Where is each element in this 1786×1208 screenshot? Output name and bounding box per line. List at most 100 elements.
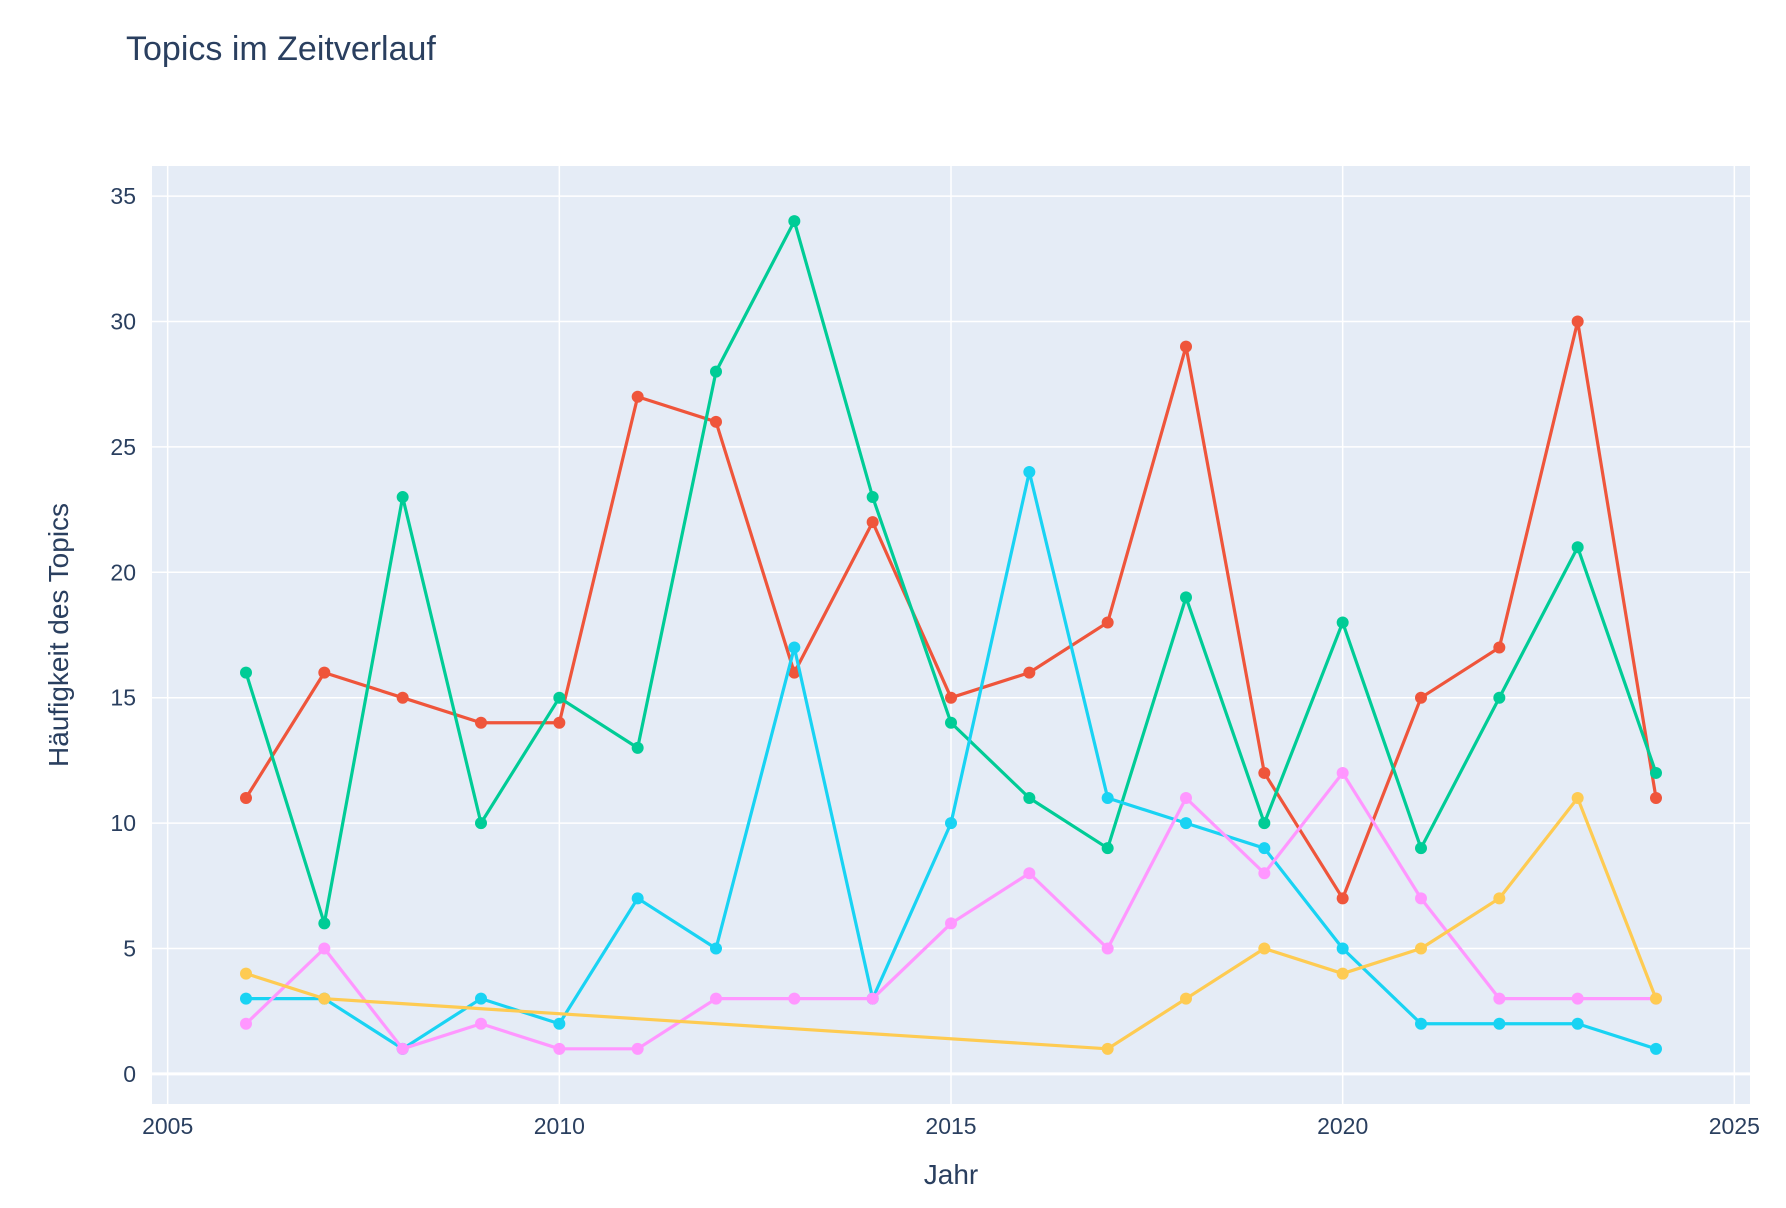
data-point[interactable] — [788, 641, 801, 654]
data-point[interactable] — [1101, 842, 1114, 855]
data-point[interactable] — [1180, 792, 1192, 805]
data-point[interactable] — [1180, 817, 1192, 830]
data-point[interactable] — [553, 1017, 566, 1030]
y-tick-label: 0 — [123, 1061, 136, 1087]
data-point[interactable] — [1650, 992, 1662, 1005]
data-point[interactable] — [1258, 817, 1271, 830]
data-point[interactable] — [1571, 315, 1584, 328]
data-point[interactable] — [945, 917, 957, 930]
data-point[interactable] — [788, 992, 801, 1005]
chart-title: Topics im Zeitverlauf — [126, 30, 436, 68]
y-tick-label: 5 — [123, 936, 136, 962]
data-point[interactable] — [945, 716, 957, 729]
data-point[interactable] — [1571, 541, 1584, 554]
data-point[interactable] — [710, 415, 722, 428]
series-line — [245, 796, 1658, 1051]
data-point[interactable] — [553, 691, 566, 704]
data-point[interactable] — [788, 666, 801, 679]
data-point[interactable] — [318, 942, 331, 955]
y-tick-label: 35 — [110, 183, 136, 209]
data-point[interactable] — [318, 917, 331, 930]
data-point[interactable] — [945, 817, 957, 830]
data-point[interactable] — [1493, 992, 1506, 1005]
data-point[interactable] — [1180, 591, 1192, 604]
data-point[interactable] — [396, 491, 409, 504]
data-point[interactable] — [475, 1017, 487, 1030]
data-point[interactable] — [866, 992, 879, 1005]
data-point[interactable] — [710, 992, 722, 1005]
series-2 — [240, 215, 1662, 930]
data-point[interactable] — [1650, 792, 1662, 805]
data-point[interactable] — [1258, 867, 1271, 880]
data-point[interactable] — [1415, 1017, 1427, 1030]
data-point[interactable] — [710, 365, 722, 378]
data-point[interactable] — [1571, 1017, 1584, 1030]
data-point[interactable] — [1023, 867, 1036, 880]
data-point[interactable] — [788, 215, 801, 228]
data-point[interactable] — [318, 992, 331, 1005]
data-point[interactable] — [1415, 942, 1427, 955]
data-point[interactable] — [1180, 992, 1192, 1005]
series-5 — [240, 792, 1662, 1055]
data-point[interactable] — [1493, 892, 1506, 905]
data-point[interactable] — [1258, 842, 1271, 855]
data-point[interactable] — [240, 666, 252, 679]
data-point[interactable] — [1571, 992, 1584, 1005]
data-point[interactable] — [318, 666, 331, 679]
data-point[interactable] — [631, 390, 644, 403]
data-point[interactable] — [1023, 666, 1036, 679]
data-point[interactable] — [1258, 766, 1271, 779]
grid-lines — [152, 166, 1750, 1104]
data-point[interactable] — [475, 992, 487, 1005]
data-point[interactable] — [1415, 892, 1427, 905]
data-point[interactable] — [1258, 942, 1271, 955]
y-tick-label: 25 — [110, 434, 136, 460]
data-point[interactable] — [1336, 616, 1349, 629]
data-point[interactable] — [1493, 641, 1506, 654]
data-point[interactable] — [710, 942, 722, 955]
data-point[interactable] — [631, 892, 644, 905]
data-point[interactable] — [1493, 1017, 1506, 1030]
data-point[interactable] — [1101, 792, 1114, 805]
data-point[interactable] — [396, 691, 409, 704]
data-point[interactable] — [1023, 465, 1036, 478]
data-point[interactable] — [240, 992, 252, 1005]
data-point[interactable] — [553, 1042, 566, 1055]
data-point[interactable] — [866, 491, 879, 504]
data-point[interactable] — [1650, 1042, 1662, 1055]
data-point[interactable] — [1415, 842, 1427, 855]
data-point[interactable] — [475, 817, 487, 830]
data-point[interactable] — [1415, 691, 1427, 704]
data-point[interactable] — [1336, 967, 1349, 980]
data-point[interactable] — [631, 1042, 644, 1055]
data-point[interactable] — [1101, 616, 1114, 629]
data-point[interactable] — [631, 741, 644, 754]
data-point[interactable] — [240, 792, 252, 805]
y-tick-label: 10 — [110, 810, 136, 836]
data-point[interactable] — [396, 1042, 409, 1055]
y-axis-title: Häufigkeit des Topics — [43, 503, 74, 767]
x-tick-label: 2005 — [142, 1113, 193, 1139]
data-point[interactable] — [1336, 942, 1349, 955]
data-point[interactable] — [945, 691, 957, 704]
y-tick-label: 15 — [110, 685, 136, 711]
data-point[interactable] — [1336, 766, 1349, 779]
data-point[interactable] — [553, 716, 566, 729]
data-point[interactable] — [240, 967, 252, 980]
x-tick-label: 2025 — [1709, 1113, 1760, 1139]
data-point[interactable] — [1101, 1042, 1114, 1055]
x-axis-title: Jahr — [924, 1159, 978, 1190]
data-point[interactable] — [1336, 892, 1349, 905]
data-point[interactable] — [1493, 691, 1506, 704]
data-point[interactable] — [240, 1017, 252, 1030]
data-point[interactable] — [866, 516, 879, 529]
data-point[interactable] — [1101, 942, 1114, 955]
data-point[interactable] — [1180, 340, 1192, 353]
series-layer — [240, 215, 1662, 1055]
data-point[interactable] — [1650, 766, 1662, 779]
data-point[interactable] — [1023, 792, 1036, 805]
data-point[interactable] — [1571, 792, 1584, 805]
data-point[interactable] — [475, 716, 487, 729]
series-1 — [240, 315, 1662, 905]
